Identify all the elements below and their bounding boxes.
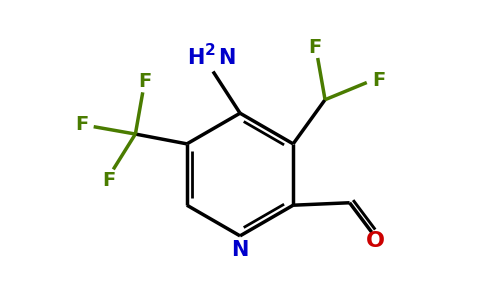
Text: F: F xyxy=(138,72,152,91)
Text: N: N xyxy=(218,48,236,68)
Text: O: O xyxy=(366,231,385,251)
Text: F: F xyxy=(372,70,386,90)
Text: F: F xyxy=(75,115,88,134)
Text: N: N xyxy=(231,240,249,260)
Text: F: F xyxy=(102,171,115,190)
Text: H: H xyxy=(187,48,205,68)
Text: 2: 2 xyxy=(205,43,216,58)
Text: F: F xyxy=(309,38,322,57)
